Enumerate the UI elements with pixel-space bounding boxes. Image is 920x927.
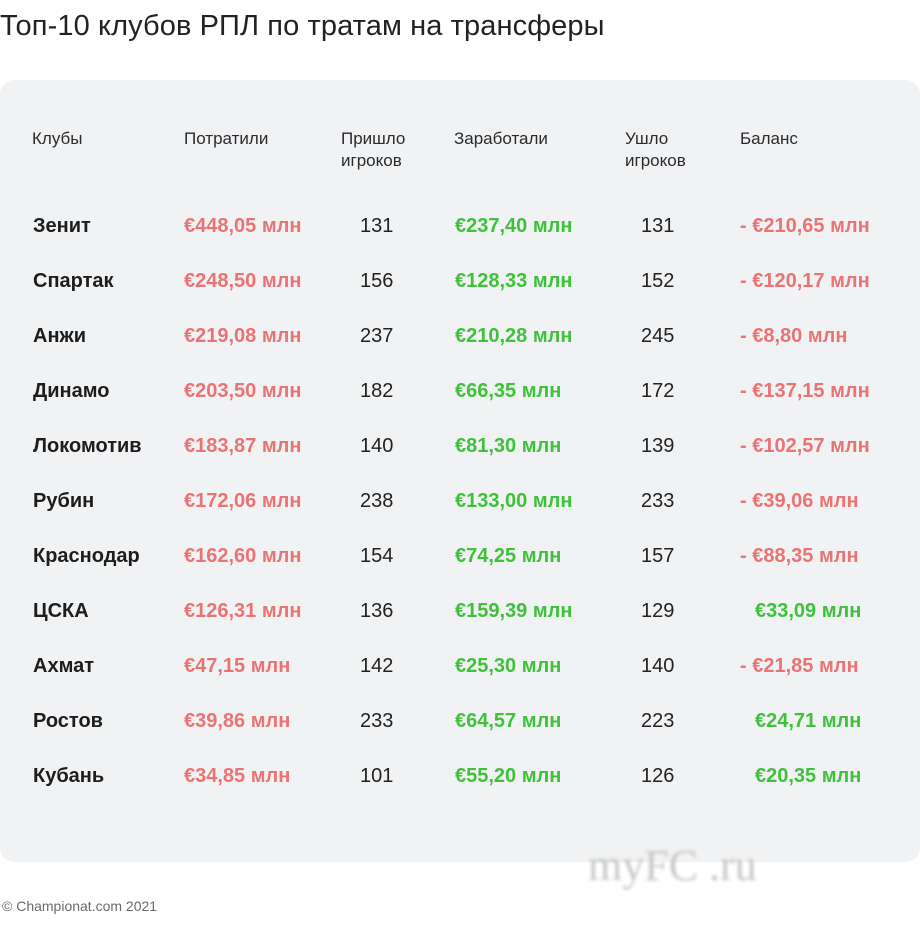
table-row: Анжи €219,08 млн 237 €210,28 млн 245 - €8,80 … [0,321,920,351]
cell-earned: €64,57 млн [455,710,562,732]
header-left-line1: Ушло [625,129,669,148]
table-row: Локомотив €183,87 млн 140 €81,30 млн 139 - €1… [0,431,920,461]
cell-earned: €133,00 млн [455,490,573,512]
cell-balance: €24,71 млн [755,710,862,732]
table-row: Кубань €34,85 млн 101 €55,20 млн 126 €20,35 м… [0,761,920,791]
cell-earned: €210,28 млн [455,325,573,347]
cell-earned: €66,35 млн [455,380,562,402]
header-arrived-line2: игроков [341,151,402,170]
cell-arrived: 238 [360,490,394,512]
cell-earned: €159,39 млн [455,600,573,622]
cell-club: Зенит [33,215,91,237]
cell-spent: €126,31 млн [184,600,302,622]
header-left-line2: игроков [625,151,686,170]
header-club: Клубы [32,129,83,148]
cell-left: 126 [641,765,675,787]
table-row: Ростов €39,86 млн 233 €64,57 млн 223 €24,71 м… [0,706,920,736]
cell-earned: €74,25 млн [455,545,562,567]
cell-arrived: 237 [360,325,394,347]
cell-balance: - €39,06 млн [740,490,859,512]
cell-left: 233 [641,490,675,512]
watermark: myFC .ru [588,841,757,890]
cell-arrived: 131 [360,215,394,237]
header-spent: Потратили [184,129,269,148]
cell-spent: €219,08 млн [184,325,302,347]
header-earned: Заработали [454,129,548,148]
header-arrived-line1: Пришло [341,129,406,148]
cell-club: Краснодар [33,545,140,567]
cell-left: 131 [641,215,675,237]
cell-balance: - €137,15 млн [740,380,870,402]
cell-arrived: 154 [360,545,394,567]
table-row: Динамо €203,50 млн 182 €66,35 млн 172 - €137,… [0,376,920,406]
cell-balance: - €210,65 млн [740,215,870,237]
table-row: Ахмат €47,15 млн 142 €25,30 млн 140 - €21,85 … [0,651,920,681]
table-row: Зенит €448,05 млн 131 €237,40 млн 131 - €210,… [0,211,920,241]
cell-arrived: 156 [360,270,394,292]
cell-spent: €203,50 млн [184,380,302,402]
cell-club: Рубин [33,490,95,512]
cell-spent: €248,50 млн [184,270,302,292]
cell-left: 223 [641,710,675,732]
table-row: Спартак €248,50 млн 156 €128,33 млн 152 - €12… [0,266,920,296]
header-arrived: Пришло игроков [341,128,405,172]
header-left: Ушло игроков [625,128,686,172]
cell-club: Спартак [33,270,114,292]
cell-balance: - €88,35 млн [740,545,859,567]
cell-arrived: 140 [360,435,394,457]
cell-club: Кубань [33,765,105,787]
cell-club: Анжи [33,325,86,347]
table-row: ЦСКА €126,31 млн 136 €159,39 млн 129 €33,09 м… [0,596,920,626]
copyright-footer: © Championat.com 2021 [2,898,158,914]
cell-left: 245 [641,325,675,347]
cell-left: 139 [641,435,675,457]
cell-arrived: 101 [360,765,394,787]
cell-arrived: 136 [360,600,394,622]
cell-spent: €183,87 млн [184,435,302,457]
cell-left: 172 [641,380,675,402]
cell-club: Динамо [33,380,110,402]
cell-club: ЦСКА [33,600,89,622]
cell-balance: €20,35 млн [755,765,862,787]
cell-arrived: 142 [360,655,394,677]
cell-spent: €448,05 млн [184,215,302,237]
cell-earned: €81,30 млн [455,435,562,457]
cell-spent: €162,60 млн [184,545,302,567]
cell-earned: €25,30 млн [455,655,562,677]
cell-left: 129 [641,600,675,622]
cell-arrived: 233 [360,710,394,732]
transfer-table-card [0,80,920,862]
cell-earned: €128,33 млн [455,270,573,292]
page-title: Топ-10 клубов РПЛ по тратам на трансферы [0,10,605,42]
header-balance: Баланс [740,129,798,148]
cell-left: 140 [641,655,675,677]
table-row: Рубин €172,06 млн 238 €133,00 млн 233 - €39,0… [0,486,920,516]
cell-club: Локомотив [33,435,142,457]
cell-club: Ростов [33,710,103,732]
cell-spent: €172,06 млн [184,490,302,512]
cell-arrived: 182 [360,380,394,402]
cell-balance: - €8,80 млн [740,325,848,347]
cell-balance: - €21,85 млн [740,655,859,677]
cell-left: 152 [641,270,675,292]
cell-club: Ахмат [33,655,95,677]
cell-balance: €33,09 млн [755,600,862,622]
cell-earned: €237,40 млн [455,215,573,237]
cell-spent: €39,86 млн [184,710,291,732]
cell-left: 157 [641,545,675,567]
cell-balance: - €120,17 млн [740,270,870,292]
cell-spent: €34,85 млн [184,765,291,787]
cell-balance: - €102,57 млн [740,435,870,457]
table-row: Краснодар €162,60 млн 154 €74,25 млн 157 - €8… [0,541,920,571]
cell-spent: €47,15 млн [184,655,291,677]
cell-earned: €55,20 млн [455,765,562,787]
